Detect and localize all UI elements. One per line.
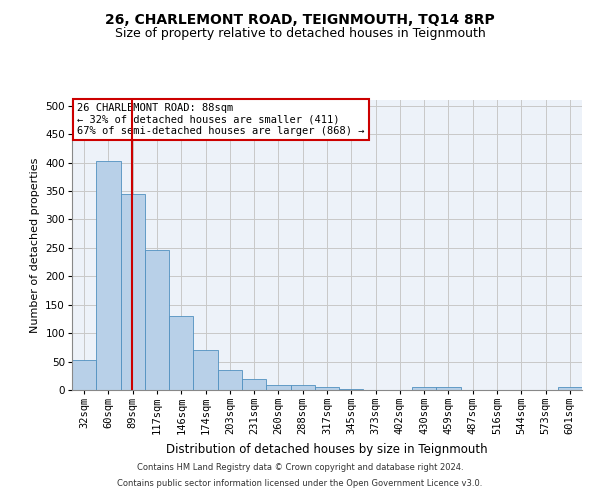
Bar: [558, 387, 582, 390]
X-axis label: Distribution of detached houses by size in Teignmouth: Distribution of detached houses by size …: [166, 443, 488, 456]
Bar: [193, 350, 218, 390]
Bar: [290, 386, 315, 390]
Bar: [242, 378, 266, 390]
Text: Contains public sector information licensed under the Open Government Licence v3: Contains public sector information licen…: [118, 478, 482, 488]
Bar: [121, 194, 145, 390]
Bar: [218, 370, 242, 390]
Bar: [436, 387, 461, 390]
Bar: [169, 316, 193, 390]
Bar: [266, 386, 290, 390]
Text: Contains HM Land Registry data © Crown copyright and database right 2024.: Contains HM Land Registry data © Crown c…: [137, 464, 463, 472]
Text: Size of property relative to detached houses in Teignmouth: Size of property relative to detached ho…: [115, 28, 485, 40]
Bar: [315, 387, 339, 390]
Bar: [412, 386, 436, 390]
Bar: [72, 360, 96, 390]
Bar: [339, 389, 364, 390]
Text: 26 CHARLEMONT ROAD: 88sqm
← 32% of detached houses are smaller (411)
67% of semi: 26 CHARLEMONT ROAD: 88sqm ← 32% of detac…: [77, 103, 365, 136]
Text: 26, CHARLEMONT ROAD, TEIGNMOUTH, TQ14 8RP: 26, CHARLEMONT ROAD, TEIGNMOUTH, TQ14 8R…: [105, 12, 495, 26]
Bar: [145, 250, 169, 390]
Y-axis label: Number of detached properties: Number of detached properties: [30, 158, 40, 332]
Bar: [96, 161, 121, 390]
